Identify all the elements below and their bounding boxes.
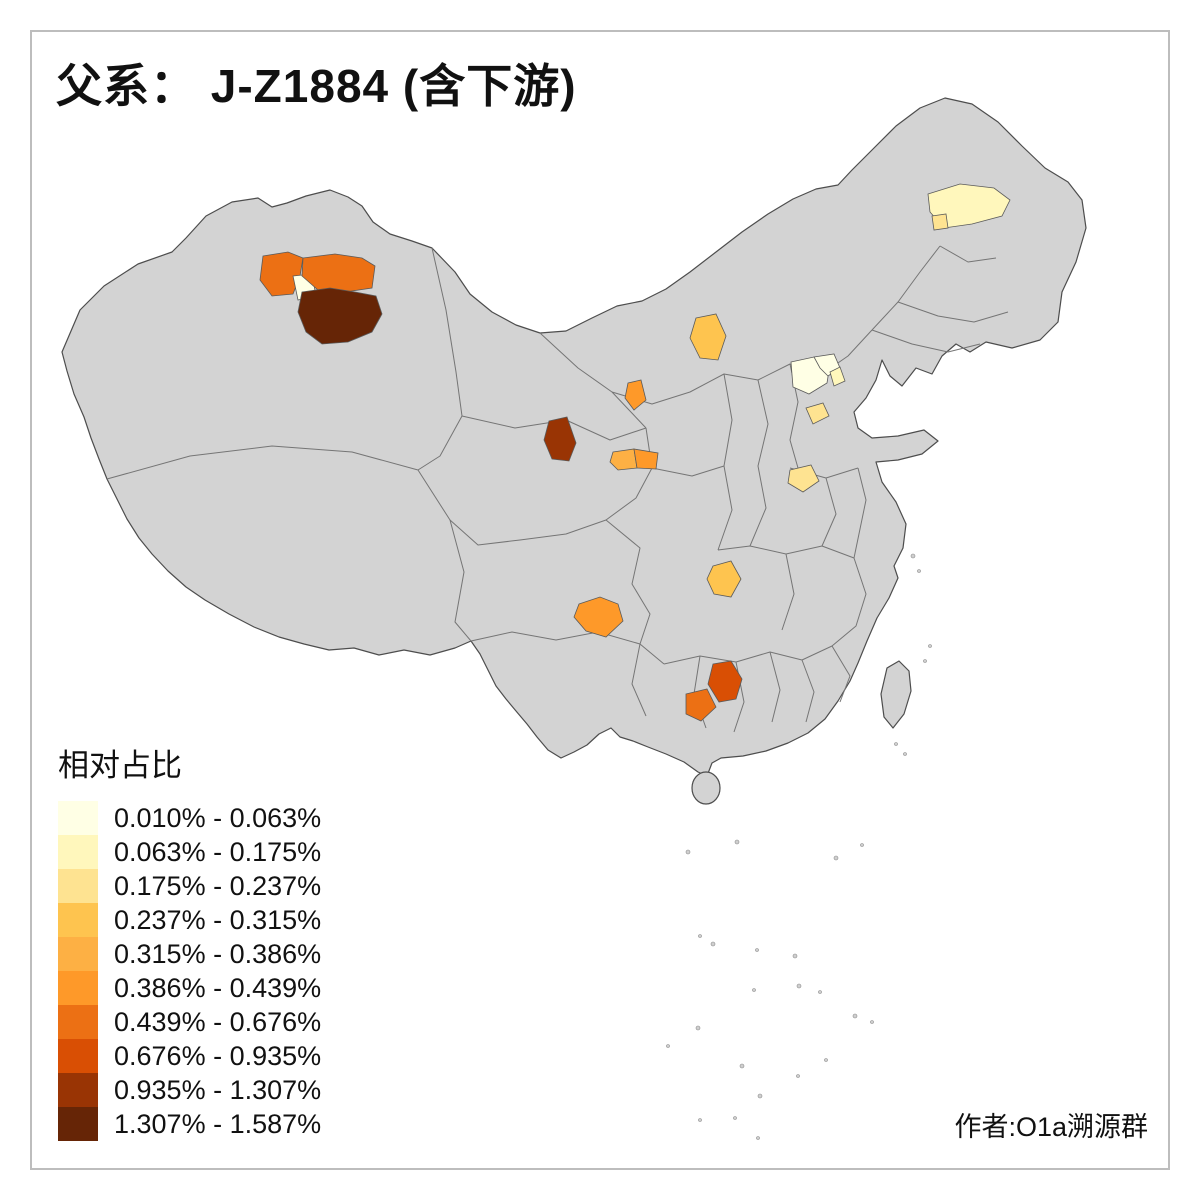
map-region-tianjin-sliver [829, 366, 846, 387]
map-region-hubei-west-gold [706, 560, 742, 598]
map-region-gansu-east-orange [633, 448, 659, 470]
legend-label: 0.010% - 0.063% [114, 802, 322, 833]
map-region-gansu-west-orange [609, 448, 638, 471]
legend-swatch [58, 1039, 98, 1073]
legend-swatch [58, 869, 98, 903]
map-region-xinjiang-dark-brown [297, 287, 383, 345]
legend-title: 相对占比 [58, 748, 182, 783]
map-region-hebei-south-sliver [805, 402, 830, 425]
attribution-text: 作者:O1a溯源群 [954, 1112, 1148, 1142]
legend-swatch [58, 903, 98, 937]
taiwan-island [880, 660, 912, 729]
map-region-sichuan-yunnan-orange [573, 596, 624, 638]
legend-row: 1.307% - 1.587% [58, 1107, 321, 1141]
hainan-island [691, 771, 721, 805]
legend-row: 0.175% - 0.237% [58, 869, 321, 903]
legend-row: 0.676% - 0.935% [58, 1039, 321, 1073]
legend-row: 0.439% - 0.676% [58, 1005, 321, 1039]
legend-label: 0.676% - 0.935% [114, 1040, 322, 1071]
legend-swatch [58, 1073, 98, 1107]
province-boundaries [106, 245, 1009, 733]
choropleth-regions [259, 183, 1011, 722]
map-region-heilongjiang-speck [931, 213, 949, 231]
legend-label: 0.175% - 0.237% [114, 870, 322, 901]
legend-swatch [58, 1005, 98, 1039]
legend-label: 0.237% - 0.315% [114, 904, 322, 935]
map-region-qinghai-dark-red [543, 416, 577, 462]
legend-swatch [58, 1107, 98, 1141]
map-region-guangxi-west-orange [685, 688, 717, 722]
legend-entries: 0.010% - 0.063% 0.063% - 0.175% 0.175% - 0… [58, 801, 321, 1141]
map-region-henan-east-pale [787, 464, 820, 493]
legend-row: 0.237% - 0.315% [58, 903, 321, 937]
legend-swatch [58, 971, 98, 1005]
legend-row: 0.063% - 0.175% [58, 835, 321, 869]
legend-label: 0.063% - 0.175% [114, 836, 322, 867]
small-islands-and-sea-specks [666, 553, 932, 1140]
map-region-ningxia-orange [624, 379, 647, 411]
legend-row: 0.935% - 1.307% [58, 1073, 321, 1107]
legend-row: 0.010% - 0.063% [58, 801, 321, 835]
legend-row: 0.315% - 0.386% [58, 937, 321, 971]
legend-swatch [58, 801, 98, 835]
legend-label: 0.386% - 0.439% [114, 972, 322, 1003]
legend-label: 0.439% - 0.676% [114, 1006, 322, 1037]
legend-row: 0.386% - 0.439% [58, 971, 321, 1005]
legend-label: 0.315% - 0.386% [114, 938, 322, 969]
legend-swatch [58, 835, 98, 869]
legend-label: 0.935% - 1.307% [114, 1074, 322, 1105]
legend: 相对占比 0.010% - 0.063% 0.063% - 0.175% 0.175… [58, 740, 321, 1141]
legend-label: 1.307% - 1.587% [114, 1108, 322, 1139]
map-region-inner-mongolia-gold [689, 313, 727, 361]
legend-swatch [58, 937, 98, 971]
page-title: 父系： J-Z1884 (含下游) [56, 60, 577, 112]
map-region-guizhou-south-darkorange [707, 660, 743, 703]
map-region-xinjiang-northeast-orange [301, 253, 376, 293]
